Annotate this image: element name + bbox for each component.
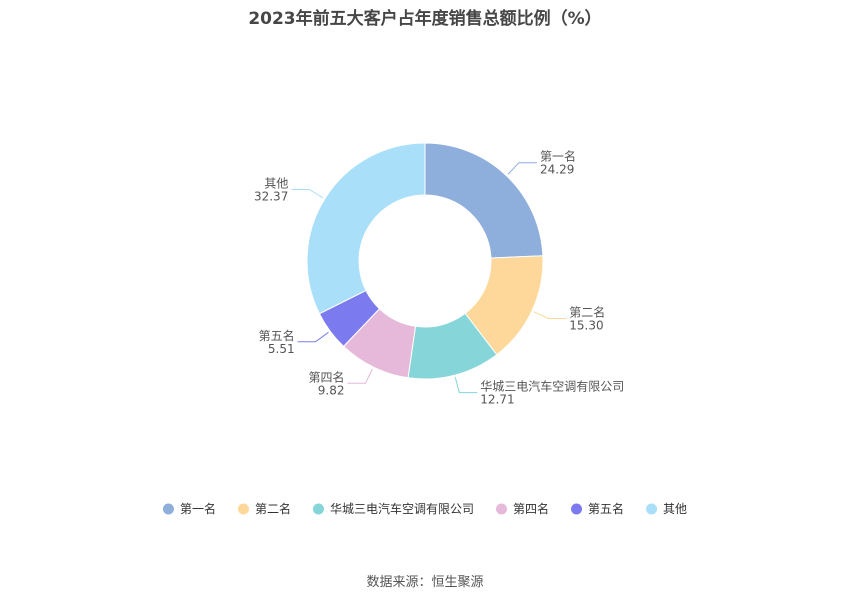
slice-label-4: 第四名 <box>308 369 344 384</box>
slice-label-6: 其他 <box>264 176 288 190</box>
legend-item-2[interactable]: 第二名 <box>237 501 291 516</box>
legend-item-4[interactable]: 第四名 <box>496 501 549 516</box>
slice-label-3: 华城三电汽车空调有限公司 <box>480 379 624 394</box>
slice-value-2: 15.30 <box>569 318 603 332</box>
slice-6 <box>306 142 426 315</box>
legend-label-6: 其他 <box>663 502 687 516</box>
legend-label-2: 第二名 <box>255 501 291 516</box>
leader-line-1 <box>507 162 537 175</box>
legend-marker-1 <box>162 503 174 515</box>
leader-line-3 <box>454 377 478 394</box>
data-source: 数据来源：恒生聚源 <box>366 575 484 590</box>
legend-marker-4 <box>496 503 507 515</box>
legend-label-1: 第一名 <box>180 501 216 516</box>
slice-value-1: 24.29 <box>540 163 574 177</box>
leader-line-6 <box>291 188 324 199</box>
legend-marker-2 <box>237 503 249 515</box>
legend-item-5[interactable]: 第五名 <box>571 501 624 516</box>
legend-label-5: 第五名 <box>588 501 624 516</box>
legend-item-1[interactable]: 第一名 <box>162 501 216 516</box>
legend-marker-3 <box>312 503 324 515</box>
leader-line-5 <box>297 331 329 343</box>
slice-value-6: 32.37 <box>254 189 288 203</box>
slice-value-4: 9.82 <box>318 383 345 397</box>
legend-marker-5 <box>571 503 583 515</box>
slice-value-5: 5.51 <box>268 342 295 356</box>
slice-label-1: 第一名 <box>540 149 576 164</box>
legend-marker-6 <box>646 503 658 515</box>
chart-title: 2023年前五大客户占年度销售总额比例（%） <box>248 9 602 29</box>
legend-label-4: 第四名 <box>513 501 549 516</box>
legend-item-6[interactable]: 其他 <box>646 502 687 516</box>
slice-value-3: 12.71 <box>480 393 514 407</box>
leader-line-2 <box>533 311 567 319</box>
slice-1 <box>424 142 544 259</box>
leader-line-4 <box>347 368 373 384</box>
slice-label-5: 第五名 <box>259 328 295 343</box>
slice-label-2: 第二名 <box>569 304 605 319</box>
legend-label-3: 华城三电汽车空调有限公司 <box>330 501 474 516</box>
legend-item-3[interactable]: 华城三电汽车空调有限公司 <box>312 501 474 516</box>
